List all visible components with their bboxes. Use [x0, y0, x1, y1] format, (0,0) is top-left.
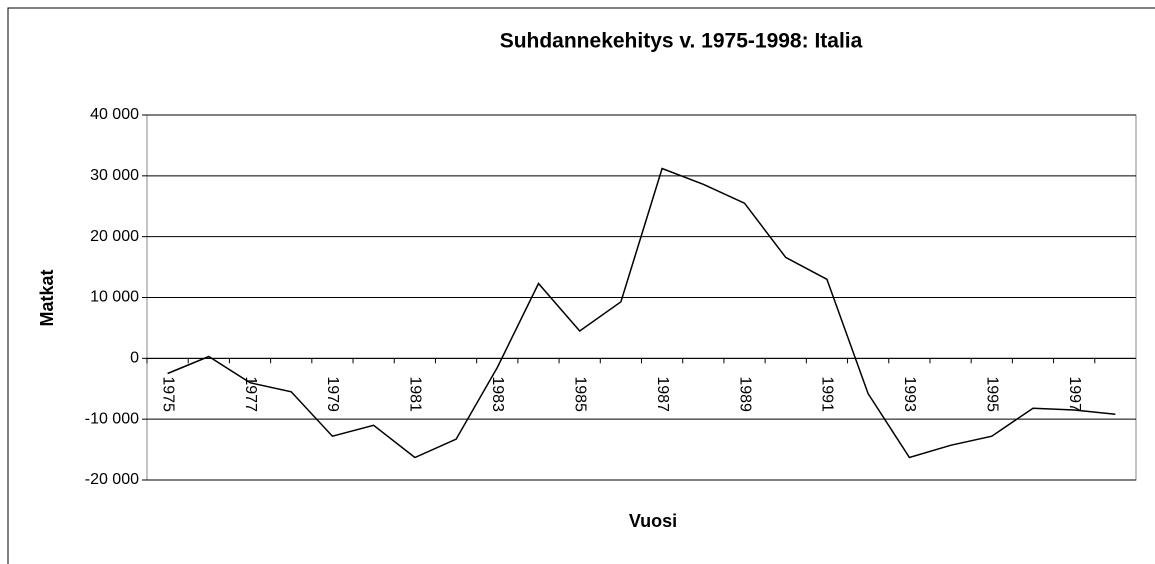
- y-tick-label: 10 000: [90, 289, 139, 306]
- x-axis-label: Vuosi: [629, 511, 677, 531]
- chart-frame: [7, 7, 1155, 564]
- x-tick-label: 1977: [242, 376, 259, 412]
- chart-title: Suhdannekehitys v. 1975-1998: Italia: [500, 30, 863, 53]
- y-tick-label: -10 000: [85, 410, 139, 427]
- x-tick-label: 1987: [654, 376, 671, 412]
- x-tick-label: 1975: [159, 376, 176, 412]
- y-axis-label: Matkat: [37, 269, 57, 326]
- y-tick-label: 30 000: [90, 167, 139, 184]
- x-tick-label: 1979: [324, 376, 341, 412]
- x-tick-label: 1989: [736, 376, 753, 412]
- x-tick-label: 1983: [489, 376, 506, 412]
- x-tick-label: 1981: [407, 376, 424, 412]
- y-tick-label: 0: [130, 350, 139, 367]
- x-tick-label: 1991: [819, 376, 836, 412]
- x-tick-label: 1995: [984, 376, 1001, 412]
- x-tick-label: 1993: [901, 376, 918, 412]
- y-tick-label: -20 000: [85, 471, 139, 488]
- y-tick-label: 40 000: [90, 106, 139, 123]
- line-series: [167, 167, 1116, 459]
- x-tick-label: 1985: [571, 376, 588, 412]
- y-tick-label: 20 000: [90, 228, 139, 245]
- x-tick-label: 1997: [1066, 376, 1083, 412]
